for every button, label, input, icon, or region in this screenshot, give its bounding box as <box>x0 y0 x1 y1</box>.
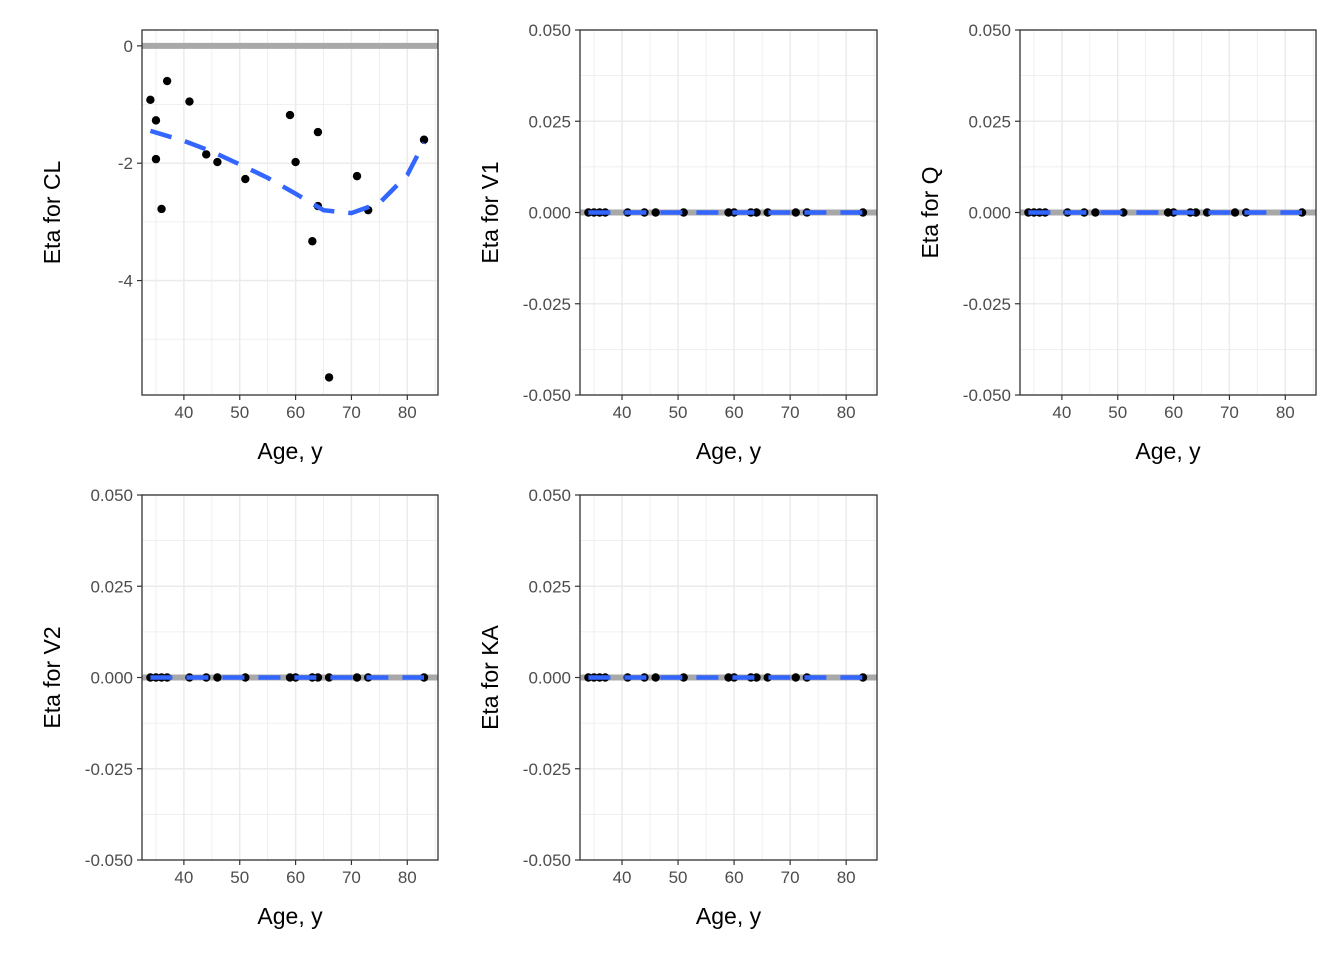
y-axis-title: Eta for KA <box>477 624 503 729</box>
y-tick-label: 0.000 <box>528 204 571 223</box>
x-tick-label: 40 <box>174 868 193 887</box>
data-point <box>162 76 172 86</box>
x-tick-label: 60 <box>725 868 744 887</box>
x-tick-label: 50 <box>669 868 688 887</box>
y-tick-label: 0.025 <box>90 577 133 596</box>
x-tick-label: 40 <box>1052 403 1071 422</box>
panel-v1: 40 50 60 70 80 -0.050 -0.025 0.000 0.025 0.050 Age… <box>477 21 878 464</box>
x-tick-label: 40 <box>613 403 632 422</box>
panel-ka: 40 50 60 70 80 -0.050 -0.025 0.000 0.025 0.050 Age… <box>477 486 878 929</box>
data-point <box>324 373 334 382</box>
y-tick-label: 0.000 <box>90 669 133 688</box>
y-tick-label: -0.025 <box>963 295 1011 314</box>
y-tick-label: -0.050 <box>523 851 571 870</box>
y-tick-label: 0.050 <box>90 486 133 505</box>
data-point <box>1230 208 1240 217</box>
x-tick-label: 80 <box>398 403 417 422</box>
x-tick-label: 60 <box>725 403 744 422</box>
y-tick-label: 0.000 <box>528 669 571 688</box>
x-axis-title: Age, y <box>696 438 762 464</box>
y-tick-label: -0.025 <box>523 760 571 779</box>
data-point <box>752 673 761 682</box>
y-tick-label: -0.050 <box>85 851 133 870</box>
x-tick-label: 80 <box>398 868 417 887</box>
data-point <box>185 97 194 106</box>
y-tick-label: -0.050 <box>523 386 571 405</box>
data-point <box>202 150 211 159</box>
y-tick-label: 0.025 <box>528 112 571 131</box>
y-tick-label: 0.050 <box>968 21 1011 40</box>
x-tick-label: 40 <box>174 403 193 422</box>
x-tick-label: 70 <box>342 403 361 422</box>
x-tick-label: 80 <box>837 868 856 887</box>
y-axis-title: Eta for CL <box>39 161 65 265</box>
y-tick-label: -0.050 <box>963 386 1011 405</box>
data-point <box>352 673 362 682</box>
y-tick-label: 0.000 <box>968 204 1011 223</box>
x-tick-label: 50 <box>1108 403 1127 422</box>
y-tick-label: -0.025 <box>85 760 133 779</box>
data-point <box>791 208 800 217</box>
x-tick-label: 80 <box>1276 403 1295 422</box>
data-point <box>285 110 295 120</box>
data-point <box>352 171 362 181</box>
panel-v2: 40 50 60 70 80 -0.050 -0.025 0.000 0.025 0.050 Age… <box>39 486 439 929</box>
data-point <box>313 127 323 137</box>
x-tick-label: 80 <box>837 403 856 422</box>
data-point <box>241 174 250 184</box>
y-axis-title: Eta for V1 <box>477 161 503 263</box>
smooth-line <box>149 128 426 216</box>
x-axis-title: Age, y <box>257 903 323 929</box>
data-point <box>213 157 222 167</box>
x-tick-label: 70 <box>781 403 800 422</box>
panel-background <box>142 30 438 395</box>
y-axis-title: Eta for Q <box>917 166 943 258</box>
y-axis-title: Eta for V2 <box>39 626 65 728</box>
y-tick-label: -2 <box>118 154 133 173</box>
x-tick-label: 50 <box>230 403 249 422</box>
x-tick-label: 60 <box>286 403 305 422</box>
data-point <box>213 673 222 682</box>
x-tick-label: 60 <box>286 868 305 887</box>
x-tick-label: 60 <box>1164 403 1183 422</box>
x-tick-label: 70 <box>1220 403 1239 422</box>
x-tick-label: 50 <box>230 868 249 887</box>
data-point <box>1091 208 1100 217</box>
x-tick-label: 40 <box>613 868 632 887</box>
data-point <box>419 135 429 144</box>
data-point <box>752 208 761 217</box>
panel-cl: 40 50 60 70 80 -4 -2 0 Age, y Eta for CL <box>39 29 439 464</box>
y-tick-label: 0 <box>124 37 133 56</box>
data-point <box>157 204 166 214</box>
data-point <box>791 673 800 682</box>
x-axis-title: Age, y <box>257 438 323 464</box>
data-point <box>146 95 155 105</box>
y-tick-label: 0.050 <box>528 21 571 40</box>
panel-q: 40 50 60 70 80 -0.050 -0.025 0.000 0.025 0.050 Age… <box>917 21 1317 464</box>
data-point <box>651 673 660 682</box>
x-axis-title: Age, y <box>696 903 762 929</box>
data-point <box>291 157 300 167</box>
data-point <box>151 154 161 164</box>
y-tick-label: -4 <box>118 272 133 291</box>
data-point <box>151 116 161 125</box>
x-tick-label: 50 <box>669 403 688 422</box>
panel-border <box>141 29 439 396</box>
y-tick-label: 0.025 <box>968 112 1011 131</box>
x-axis-title: Age, y <box>1135 438 1201 464</box>
y-tick-label: 0.025 <box>528 577 571 596</box>
data-point <box>651 208 660 217</box>
data-point <box>308 237 317 246</box>
y-tick-label: 0.050 <box>528 486 571 505</box>
y-tick-label: -0.025 <box>523 295 571 314</box>
x-tick-label: 70 <box>342 868 361 887</box>
x-tick-label: 70 <box>781 868 800 887</box>
